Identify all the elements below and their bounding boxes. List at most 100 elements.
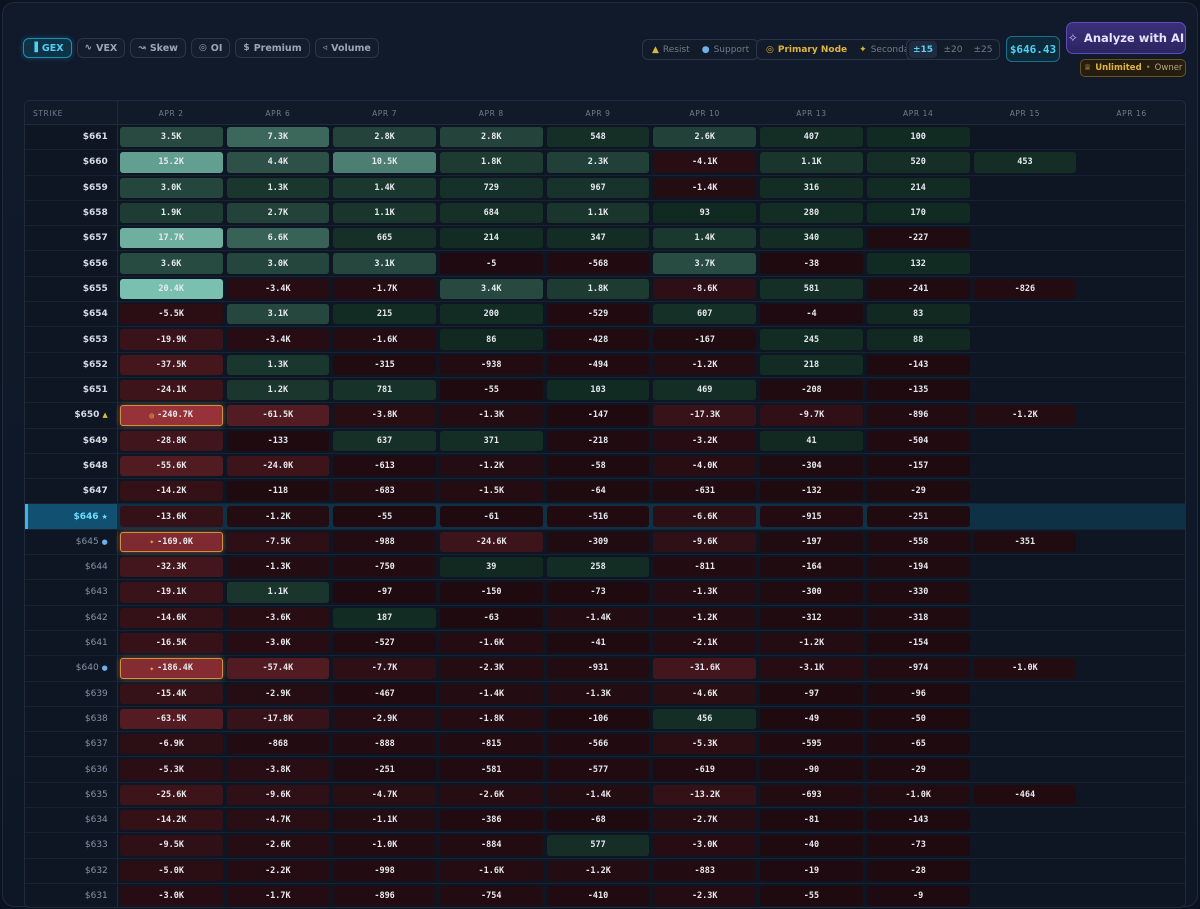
gex-cell[interactable]: -24.0K [225,454,332,478]
gex-cell[interactable]: 1.1K [331,201,438,225]
gex-cell[interactable]: 456 [651,707,758,731]
gex-cell[interactable]: -167 [651,327,758,351]
range-button-1[interactable]: ±15 [909,41,937,58]
gex-cell[interactable]: -164 [758,555,865,579]
gex-cell[interactable]: -73 [865,833,972,857]
gex-cell[interactable]: 407 [758,125,865,149]
gex-cell[interactable]: -14.2K [118,808,225,832]
tab-premium[interactable]: $ Premium [235,38,310,58]
expiry-column-header[interactable]: APR 7 [372,108,398,118]
gex-cell[interactable]: -464 [972,783,1079,807]
gex-cell[interactable]: -157 [865,454,972,478]
strike-cell[interactable]: $632 [25,858,118,883]
gex-cell[interactable]: -754 [438,884,545,907]
gex-cell[interactable]: -619 [651,757,758,781]
strike-cell[interactable]: $646 ★ [25,504,118,529]
tab-skew[interactable]: ↝ Skew [130,38,186,58]
strike-cell[interactable]: $650 ▲ [25,403,118,428]
gex-cell[interactable]: -2.2K [225,859,332,883]
gex-cell[interactable]: -14.6K [118,606,225,630]
strike-cell[interactable]: $651 [25,377,118,403]
gex-cell[interactable]: 1.8K [545,277,652,301]
gex-cell[interactable]: 637 [331,429,438,453]
gex-cell[interactable]: 88 [865,327,972,351]
gex-cell[interactable]: -2.7K [651,808,758,832]
gex-cell[interactable]: 469 [651,378,758,402]
gex-cell[interactable]: 6.6K [225,226,332,250]
gex-cell[interactable]: -811 [651,555,758,579]
expiry-column-header[interactable]: APR 2 [158,108,184,118]
strike-cell[interactable]: $660 [25,150,118,175]
gex-cell[interactable]: -251 [865,504,972,528]
gex-cell[interactable]: -63 [438,606,545,630]
expiry-column-header[interactable]: APR 13 [796,108,827,118]
gex-cell[interactable]: -241 [865,277,972,301]
strike-cell[interactable]: $654 [25,302,118,327]
gex-cell[interactable]: -9.5K [118,833,225,857]
gex-cell[interactable]: -154 [865,631,972,655]
gex-cell[interactable]: 214 [438,226,545,250]
strike-cell[interactable]: $637 [25,732,118,757]
gex-cell[interactable]: -55 [331,504,438,528]
gex-cell[interactable]: 1.8K [438,150,545,174]
tab-gex[interactable]: ▐ GEX [23,38,72,58]
gex-cell[interactable]: 2.7K [225,201,332,225]
gex-cell[interactable]: 10.5K [331,150,438,174]
gex-cell[interactable]: 215 [331,302,438,326]
gex-cell[interactable]: -97 [758,682,865,706]
gex-cell[interactable]: -55 [438,378,545,402]
gex-cell[interactable]: -9.7K [758,403,865,427]
gex-cell[interactable]: -1.2K [758,631,865,655]
gex-cell[interactable]: 17.7K [118,226,225,250]
gex-cell[interactable]: -1.7K [225,884,332,907]
gex-cell[interactable]: 1.4K [651,226,758,250]
gex-cell[interactable]: -330 [865,580,972,604]
gex-cell[interactable]: -1.4K [651,176,758,200]
gex-cell[interactable]: -143 [865,353,972,377]
gex-cell[interactable]: -1.6K [438,859,545,883]
gex-cell[interactable]: -566 [545,732,652,756]
gex-cell[interactable]: -1.4K [545,783,652,807]
gex-cell[interactable]: -683 [331,479,438,503]
gex-cell[interactable]: 3.6K [118,251,225,275]
gex-cell[interactable]: -64 [545,479,652,503]
gex-cell[interactable]: -613 [331,454,438,478]
strike-cell[interactable]: $638 [25,706,118,732]
strike-cell[interactable]: $631 [25,883,118,907]
gex-cell[interactable]: -4.1K [651,150,758,174]
gex-cell[interactable]: -467 [331,682,438,706]
gex-cell[interactable]: 2.8K [331,125,438,149]
gex-cell[interactable]: -3.8K [225,757,332,781]
gex-cell[interactable]: 1.2K [225,378,332,402]
gex-cell[interactable]: -1.0K [331,833,438,857]
gex-cell[interactable]: -17.3K [651,403,758,427]
gex-cell[interactable]: -300 [758,580,865,604]
gex-cell[interactable]: -1.1K [331,808,438,832]
gex-cell[interactable]: 3.0K [225,251,332,275]
gex-cell[interactable]: -3.0K [225,631,332,655]
gex-cell[interactable]: -28.8K [118,429,225,453]
gex-cell[interactable]: 340 [758,226,865,250]
gex-cell[interactable]: 581 [758,277,865,301]
gex-cell[interactable]: -227 [865,226,972,250]
gex-cell[interactable]: -106 [545,707,652,731]
gex-cell[interactable]: -527 [331,631,438,655]
gex-cell[interactable]: -24.6K [438,530,545,554]
gex-cell[interactable]: -1.5K [438,479,545,503]
strike-cell[interactable]: $647 [25,479,118,504]
gex-cell[interactable]: -1.6K [438,631,545,655]
gex-cell[interactable]: -3.8K [331,403,438,427]
gex-cell[interactable]: -4.7K [225,808,332,832]
gex-cell[interactable]: -318 [865,606,972,630]
expiry-column-header[interactable]: APR 8 [478,108,504,118]
gex-cell[interactable]: -558 [865,530,972,554]
gex-cell[interactable]: -974 [865,656,972,680]
expiry-column-header[interactable]: APR 10 [689,108,720,118]
tab-volume[interactable]: ◃ Volume [314,38,379,58]
gex-cell[interactable]: -150 [438,580,545,604]
gex-cell[interactable]: 100 [865,125,972,149]
gex-cell[interactable]: -19.9K [118,327,225,351]
gex-cell[interactable]: 3.0K [118,176,225,200]
gex-cell[interactable]: -410 [545,884,652,907]
gex-cell[interactable]: -428 [545,327,652,351]
